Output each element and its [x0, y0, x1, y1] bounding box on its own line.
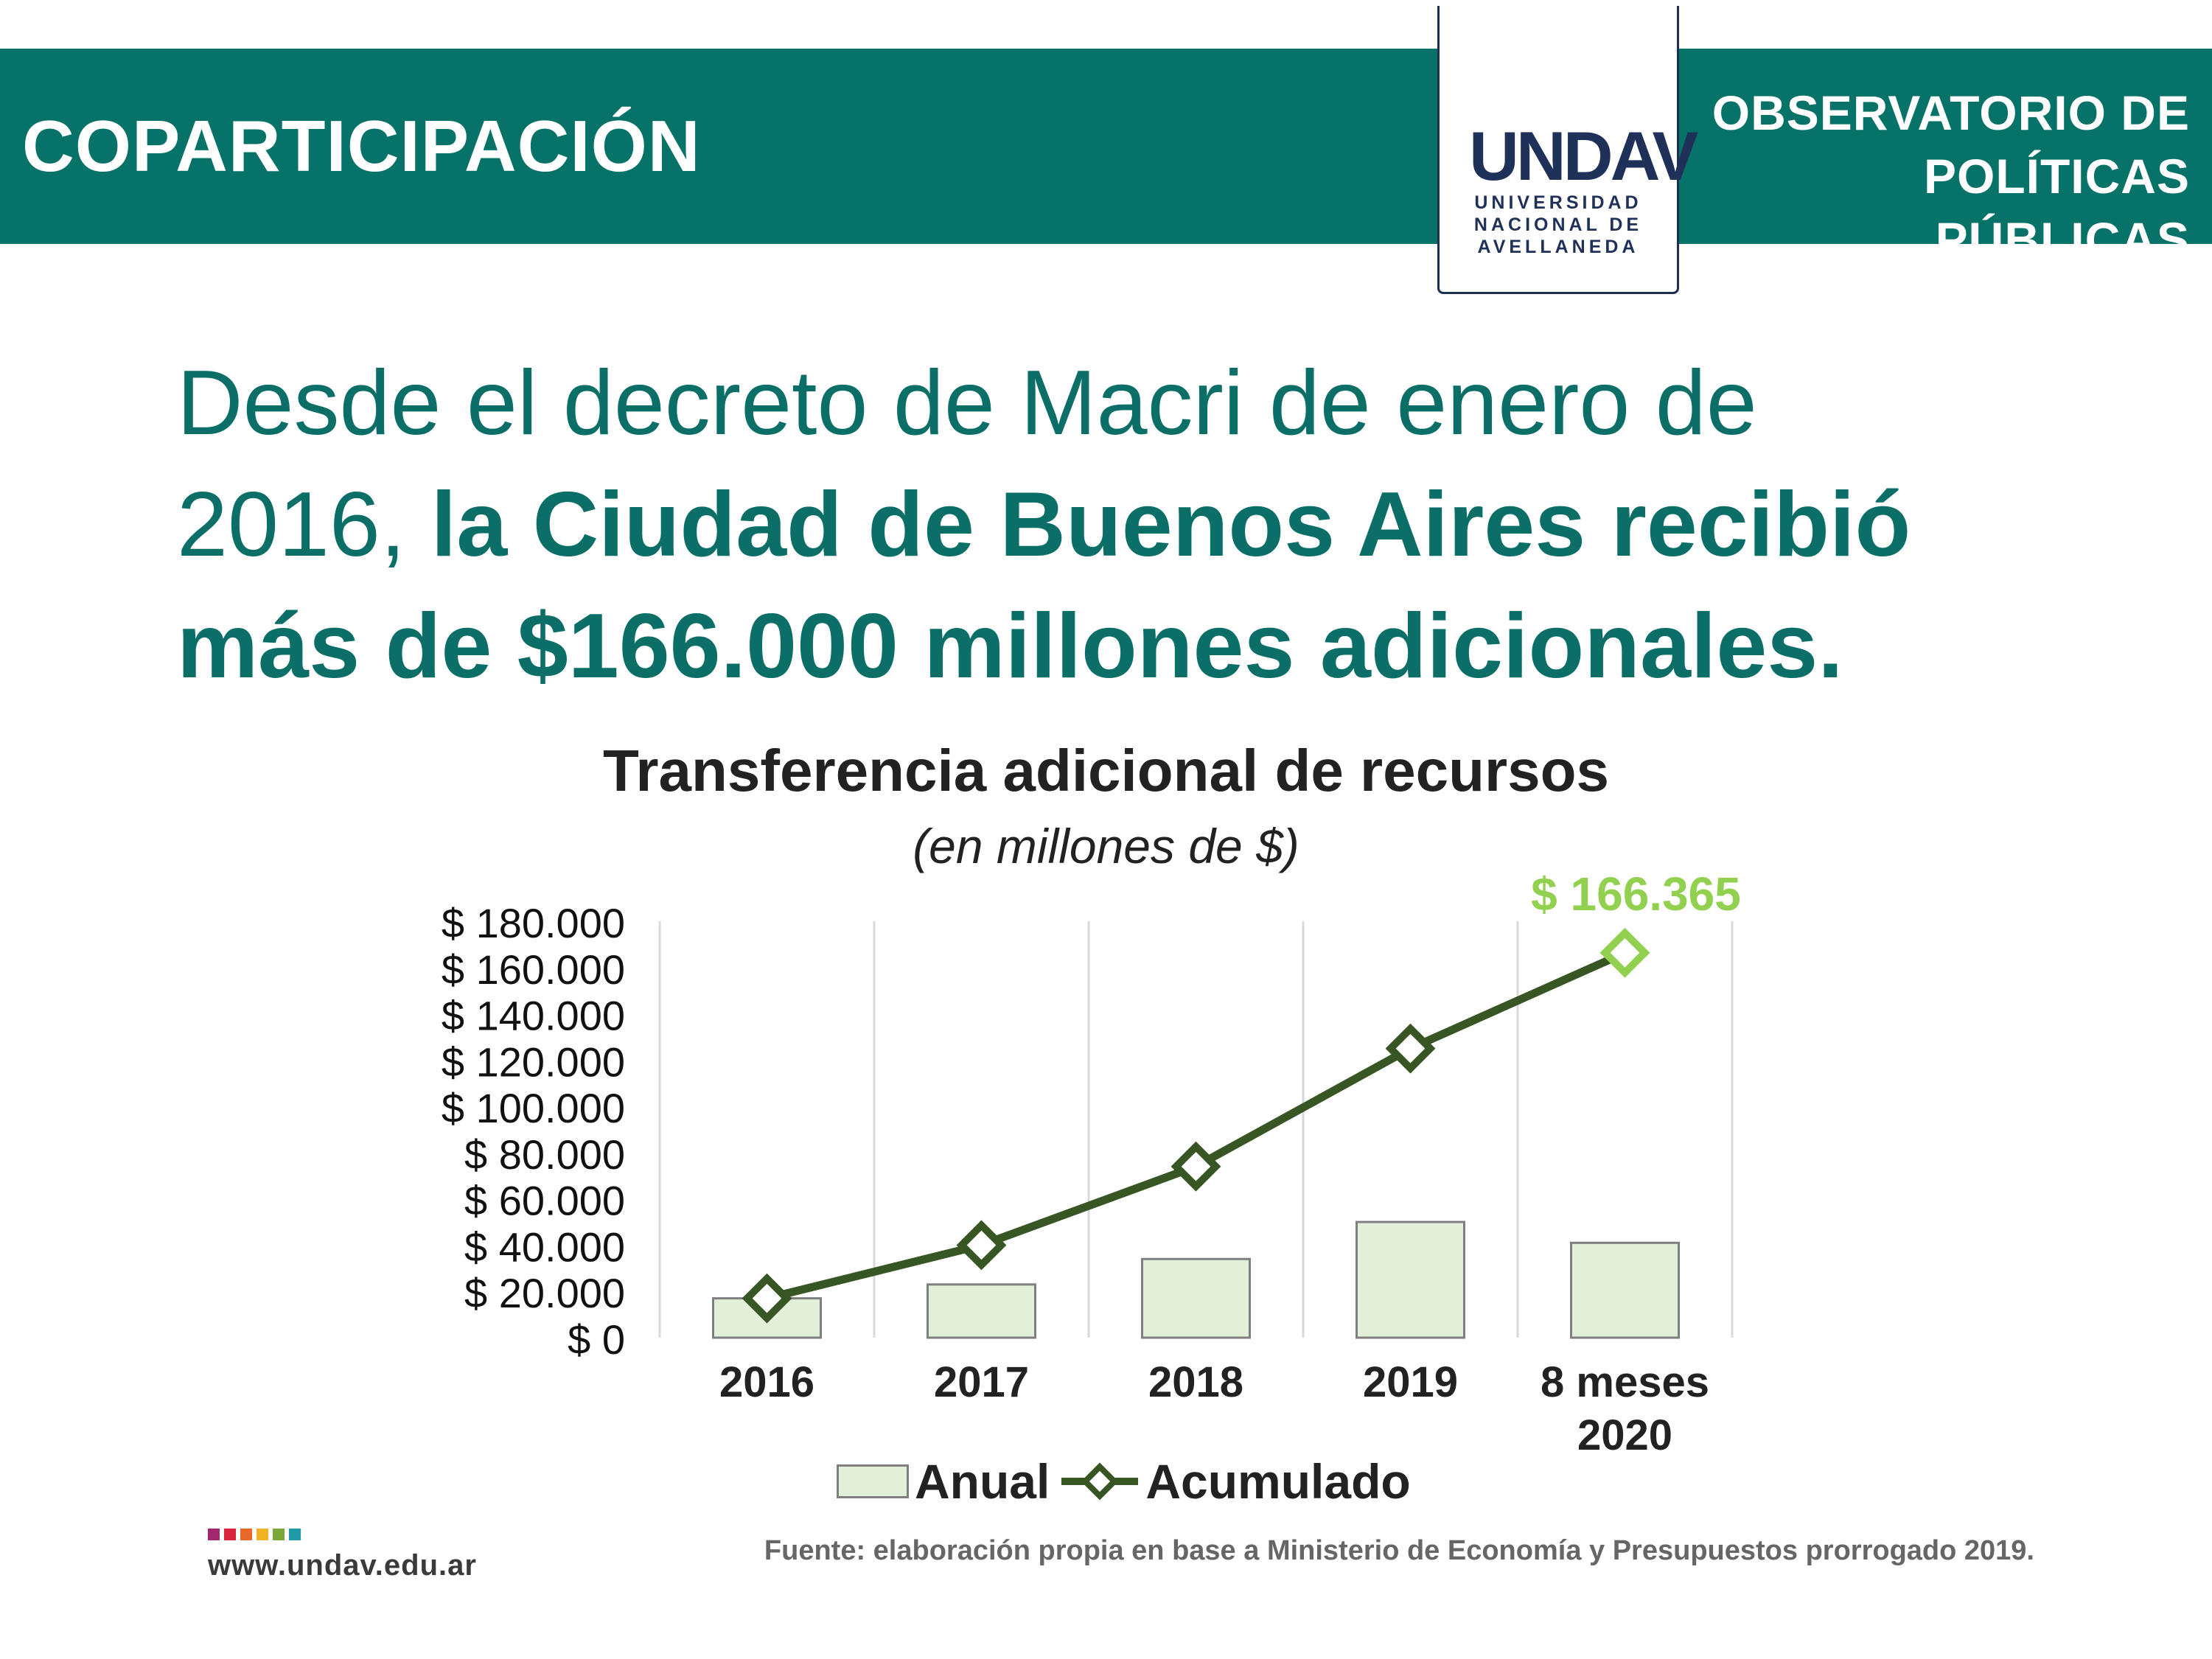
marker-acumulado	[742, 1273, 792, 1324]
y-tick-label: $ 180.000	[442, 900, 625, 946]
legend-swatch-acumulado	[1061, 1462, 1139, 1501]
brand-dot	[257, 1529, 268, 1540]
logo-mark: UNDAV	[1469, 117, 1698, 195]
headline-line-2-bold: la Ciudad de Buenos Aires recibió	[430, 474, 1911, 576]
marker-acumulado	[1385, 1023, 1436, 1074]
logo-line-1: UNIVERSIDAD	[1474, 192, 1642, 213]
x-tick-label: 2018	[1148, 1358, 1243, 1406]
observatory-line-2: POLÍTICAS PÚBLICAS	[1923, 149, 2190, 267]
bar-anual	[1356, 1220, 1465, 1339]
y-tick-label: $ 40.000	[464, 1223, 625, 1270]
marker-acumulado	[956, 1220, 1007, 1271]
legend-swatch-anual	[837, 1464, 909, 1498]
headline-line-1: Desde el decreto de Macri de enero de	[177, 352, 1757, 454]
brand-dot	[273, 1529, 285, 1540]
x-tick-label: 8 meses	[1541, 1358, 1709, 1406]
x-tick-label: 2020	[1577, 1411, 1672, 1459]
x-tick-label: 2017	[934, 1358, 1029, 1406]
y-tick-label: $ 100.000	[442, 1085, 625, 1131]
chart-legend: Anual Acumulado	[837, 1452, 1420, 1511]
x-tick-label: 2019	[1363, 1358, 1458, 1406]
y-tick-label: $ 140.000	[442, 993, 625, 1039]
line-acumulado	[766, 949, 1627, 1302]
brand-dot	[289, 1529, 301, 1540]
brand-dot	[224, 1529, 236, 1540]
headline: Desde el decreto de Macri de enero de 20…	[177, 343, 2093, 708]
chart-title: Transferencia adicional de recursos	[602, 738, 1610, 803]
headline-line-3: más de $166.000 millones adicionales.	[177, 586, 2093, 708]
headline-line-2: 2016, la Ciudad de Buenos Aires recibió	[177, 464, 2093, 586]
brand-dot	[240, 1529, 252, 1540]
logo-line-3: AVELLANEDA	[1477, 237, 1639, 257]
y-tick-label: $ 0	[568, 1316, 625, 1363]
y-tick-label: $ 160.000	[442, 946, 625, 993]
observatory-title: OBSERVATORIO DE POLÍTICAS PÚBLICAS	[1659, 81, 2190, 271]
headline-line-3-bold: más de $166.000 millones adicionales.	[177, 596, 1843, 697]
y-tick-label: $ 80.000	[464, 1131, 625, 1178]
logo-line-2: NACIONAL DE	[1473, 214, 1643, 235]
y-tick-label: $ 120.000	[442, 1038, 625, 1085]
legend-label-anual: Anual	[915, 1454, 1050, 1509]
logo-text: UNIVERSIDAD NACIONAL DE AVELLANEDA	[1454, 192, 1662, 258]
undav-logo[interactable]: UNDAV UNIVERSIDAD NACIONAL DE AVELLANEDA	[1437, 6, 1698, 294]
y-tick-label: $ 60.000	[464, 1178, 625, 1224]
website-link[interactable]: www.undav.edu.ar	[208, 1549, 477, 1582]
header-banner	[0, 49, 2212, 244]
y-tick-label: $ 20.000	[464, 1270, 625, 1316]
brand-dot	[208, 1529, 220, 1540]
marker-acumulado	[1599, 927, 1650, 978]
x-tick-label: 2016	[719, 1358, 814, 1406]
bar-anual	[1570, 1241, 1680, 1339]
brand-color-dots	[208, 1529, 301, 1540]
legend-label-acumulado: Acumulado	[1145, 1454, 1411, 1509]
data-label-total: $ 166.365	[1531, 867, 1741, 921]
chart-subtitle: (en millones de $)	[913, 819, 1299, 873]
observatory-line-1: OBSERVATORIO DE	[1712, 85, 2190, 140]
bar-anual	[1141, 1257, 1251, 1339]
marker-acumulado	[1170, 1141, 1221, 1192]
headline-line-2-normal: 2016,	[177, 474, 431, 576]
bar-anual	[927, 1283, 1036, 1339]
source-note: Fuente: elaboración propia en base a Min…	[764, 1535, 2034, 1566]
section-title: COPARTICIPACIÓN	[22, 105, 701, 186]
